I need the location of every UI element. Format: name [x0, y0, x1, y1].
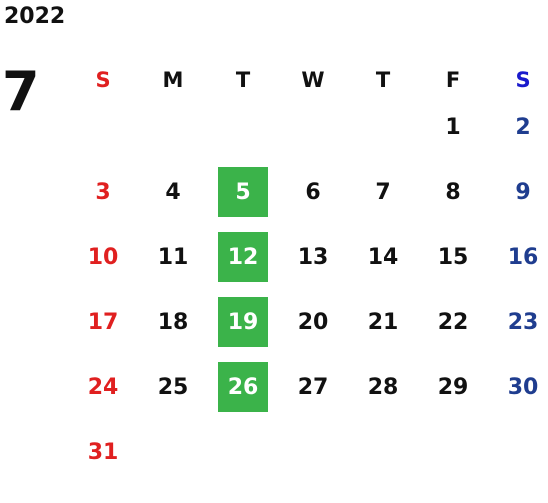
weekday-saturday: S — [515, 68, 531, 92]
day-3[interactable]: 3 — [95, 179, 111, 205]
day-1[interactable]: 1 — [445, 114, 461, 140]
day-12-highlighted[interactable]: 12 — [218, 232, 268, 282]
day-cell — [138, 427, 208, 492]
day-cell: 12 — [208, 232, 278, 297]
day-cell: 27 — [278, 362, 348, 427]
day-27[interactable]: 27 — [297, 374, 329, 400]
calendar-grid: S M T W T F S 1 2 3 4 5 6 7 8 9 10 11 12… — [68, 60, 548, 492]
week-row-3: 10 11 12 13 14 15 16 — [68, 232, 548, 297]
day-cell: 17 — [68, 297, 138, 362]
day-4[interactable]: 4 — [165, 179, 181, 205]
day-cell: 26 — [208, 362, 278, 427]
day-cell: 2 — [488, 102, 548, 167]
day-cell — [278, 427, 348, 492]
day-5-highlighted[interactable]: 5 — [218, 167, 268, 217]
weekday-thursday: T — [375, 68, 391, 92]
day-cell: 22 — [418, 297, 488, 362]
day-18[interactable]: 18 — [157, 309, 189, 335]
day-cell — [208, 102, 278, 167]
month-label: 7 — [2, 60, 40, 123]
day-cell: 18 — [138, 297, 208, 362]
week-row-4: 17 18 19 20 21 22 23 — [68, 297, 548, 362]
day-25[interactable]: 25 — [157, 374, 189, 400]
day-cell: 14 — [348, 232, 418, 297]
day-cell: 21 — [348, 297, 418, 362]
day-23[interactable]: 23 — [507, 309, 539, 335]
week-row-6: 31 — [68, 427, 548, 492]
year-label: 2022 — [4, 4, 66, 29]
week-row-5: 24 25 26 27 28 29 30 — [68, 362, 548, 427]
day-cell — [278, 102, 348, 167]
weekday-wednesday: W — [301, 68, 325, 92]
day-31[interactable]: 31 — [87, 439, 119, 465]
day-13[interactable]: 13 — [297, 244, 329, 270]
day-cell — [488, 427, 548, 492]
day-26-highlighted[interactable]: 26 — [218, 362, 268, 412]
weekday-tuesday: T — [235, 68, 251, 92]
day-cell — [348, 427, 418, 492]
day-cell — [138, 102, 208, 167]
day-cell: 16 — [488, 232, 548, 297]
weekday-sunday: S — [95, 68, 111, 92]
day-cell: 25 — [138, 362, 208, 427]
day-cell: 15 — [418, 232, 488, 297]
day-cell — [68, 102, 138, 167]
day-20[interactable]: 20 — [297, 309, 329, 335]
week-row-1: 1 2 — [68, 102, 548, 167]
day-cell: 23 — [488, 297, 548, 362]
day-cell: 9 — [488, 167, 548, 232]
day-2[interactable]: 2 — [515, 114, 531, 140]
day-cell: 10 — [68, 232, 138, 297]
day-cell: 4 — [138, 167, 208, 232]
day-16[interactable]: 16 — [507, 244, 539, 270]
day-14[interactable]: 14 — [367, 244, 399, 270]
day-11[interactable]: 11 — [157, 244, 189, 270]
day-cell: 1 — [418, 102, 488, 167]
day-cell: 11 — [138, 232, 208, 297]
day-cell: 19 — [208, 297, 278, 362]
day-cell: 24 — [68, 362, 138, 427]
day-29[interactable]: 29 — [437, 374, 469, 400]
day-28[interactable]: 28 — [367, 374, 399, 400]
day-cell — [348, 102, 418, 167]
day-19-highlighted[interactable]: 19 — [218, 297, 268, 347]
weekday-friday: F — [445, 68, 461, 92]
day-cell: 6 — [278, 167, 348, 232]
day-17[interactable]: 17 — [87, 309, 119, 335]
day-10[interactable]: 10 — [87, 244, 119, 270]
day-24[interactable]: 24 — [87, 374, 119, 400]
day-cell: 3 — [68, 167, 138, 232]
day-7[interactable]: 7 — [375, 179, 391, 205]
day-cell: 29 — [418, 362, 488, 427]
week-row-2: 3 4 5 6 7 8 9 — [68, 167, 548, 232]
day-8[interactable]: 8 — [445, 179, 461, 205]
day-cell: 13 — [278, 232, 348, 297]
weekday-header-row: S M T W T F S — [68, 60, 548, 102]
day-cell: 31 — [68, 427, 138, 492]
day-cell: 7 — [348, 167, 418, 232]
day-6[interactable]: 6 — [305, 179, 321, 205]
day-cell: 30 — [488, 362, 548, 427]
day-cell: 8 — [418, 167, 488, 232]
day-9[interactable]: 9 — [515, 179, 531, 205]
day-22[interactable]: 22 — [437, 309, 469, 335]
weekday-monday: M — [162, 68, 184, 92]
day-cell — [418, 427, 488, 492]
day-cell: 28 — [348, 362, 418, 427]
day-cell — [208, 427, 278, 492]
day-cell: 5 — [208, 167, 278, 232]
day-21[interactable]: 21 — [367, 309, 399, 335]
day-30[interactable]: 30 — [507, 374, 539, 400]
day-15[interactable]: 15 — [437, 244, 469, 270]
day-cell: 20 — [278, 297, 348, 362]
